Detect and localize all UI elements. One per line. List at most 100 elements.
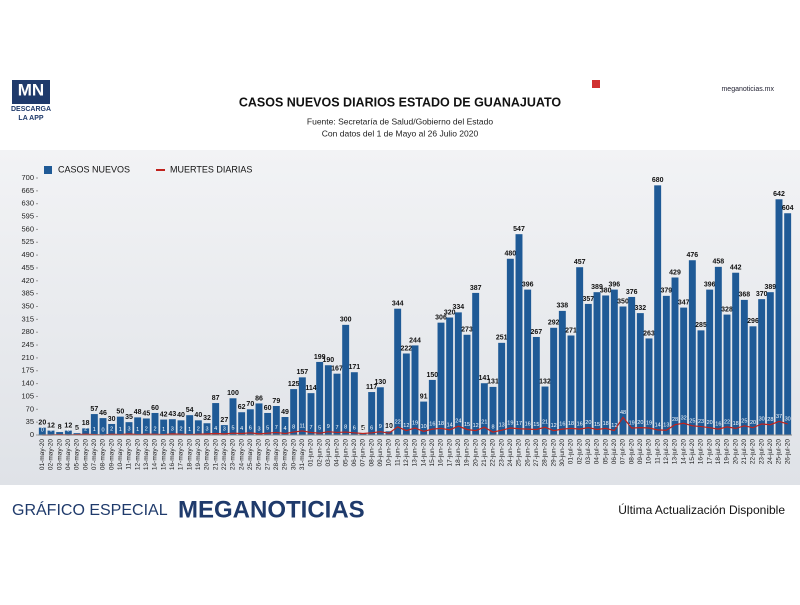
bar-label: 344 — [392, 301, 404, 308]
bar-label: 642 — [773, 191, 785, 198]
bar — [619, 306, 627, 435]
bar-label: 130 — [374, 379, 386, 386]
x-tick-label: 23-jul-20 — [758, 439, 765, 465]
x-tick-label: 08-may-20 — [100, 439, 107, 470]
x-tick-label: 20-jun-20 — [472, 439, 479, 467]
bar-label: 271 — [565, 327, 577, 334]
bar-label: 167 — [331, 366, 343, 373]
line-label: 4 — [214, 426, 217, 432]
bar — [498, 342, 506, 435]
bar — [662, 295, 670, 435]
line-label: 13 — [663, 423, 669, 429]
x-tick-label: 26-jul-20 — [784, 439, 791, 465]
x-tick-label: 05-jul-20 — [602, 439, 609, 465]
bar — [64, 430, 72, 435]
bar — [775, 199, 783, 435]
x-tick-label: 11-jul-20 — [654, 439, 661, 464]
x-tick-label: 07-jul-20 — [620, 439, 627, 465]
x-tick-label: 16-jul-20 — [698, 439, 705, 465]
bar-label: 157 — [296, 369, 308, 376]
x-tick-label: 10-jul-20 — [646, 439, 653, 465]
bar — [645, 338, 653, 435]
line-label: 24 — [455, 419, 461, 425]
bar — [125, 422, 133, 435]
bar — [463, 334, 471, 435]
bar-label: 141 — [478, 375, 490, 382]
bar — [229, 398, 237, 435]
line-label: 6 — [249, 425, 252, 431]
x-tick-label: 07-may-20 — [91, 439, 98, 470]
bar-label: 43 — [168, 411, 176, 418]
bar-label: 8 — [58, 424, 62, 431]
x-tick-label: 12-jun-20 — [403, 439, 410, 467]
x-tick-label: 03-jul-20 — [585, 439, 592, 465]
bar-label: 680 — [652, 177, 664, 184]
y-tick-label: 700 — [21, 173, 34, 182]
y-tick-label: 245 — [21, 340, 34, 349]
bar — [333, 373, 341, 435]
bar-label: 57 — [90, 406, 98, 413]
line-label: 14 — [447, 422, 453, 428]
bar-label: 368 — [738, 292, 750, 299]
bar-label: 429 — [669, 269, 681, 276]
legend-swatch — [44, 166, 52, 174]
bar-label: 54 — [186, 407, 194, 414]
line-label: 25 — [741, 418, 747, 424]
bar — [766, 292, 774, 435]
line-label: 7 — [275, 425, 278, 431]
x-tick-label: 27-jun-20 — [533, 439, 540, 467]
x-tick-label: 22-jun-20 — [490, 439, 497, 467]
line-label: 0 — [101, 427, 104, 433]
bar — [194, 420, 202, 435]
line-label: 2 — [84, 427, 87, 433]
x-tick-label: 24-may-20 — [238, 439, 245, 470]
footer-left: GRÁFICO ESPECIAL — [12, 500, 168, 519]
bar-label: 46 — [99, 410, 107, 417]
bar-label: 30 — [108, 416, 116, 423]
y-tick-label: 140 — [21, 379, 34, 388]
bar — [168, 419, 176, 435]
line-label: 16 — [429, 422, 435, 428]
line-label: 1 — [162, 427, 165, 433]
x-tick-label: 17-jul-20 — [706, 439, 713, 465]
x-tick-label: 31-may-20 — [299, 439, 306, 470]
line-label: 12 — [551, 423, 557, 429]
bar — [220, 425, 228, 435]
bar — [142, 418, 150, 435]
bar — [706, 289, 714, 435]
bar — [376, 387, 384, 435]
bar-label: 150 — [426, 372, 438, 379]
bar — [203, 423, 211, 435]
bar — [238, 412, 246, 435]
x-tick-label: 14-may-20 — [152, 439, 159, 470]
line-label: 30 — [785, 416, 791, 422]
x-tick-label: 26-jun-20 — [524, 439, 531, 467]
bar — [186, 415, 194, 435]
logo-app: LA APP — [18, 115, 43, 122]
x-tick-label: 23-may-20 — [230, 439, 237, 470]
line-label: 37 — [776, 414, 782, 420]
line-label: 5 — [231, 426, 234, 432]
y-tick-label: 210 — [21, 353, 34, 362]
bar — [506, 258, 514, 435]
bar-label: 350 — [617, 298, 629, 305]
bar-label: 380 — [600, 287, 612, 294]
bar — [784, 213, 792, 435]
bar — [584, 303, 592, 435]
line-label: 8 — [292, 425, 295, 431]
line-label: 0 — [49, 427, 52, 433]
x-tick-label: 02-jul-20 — [576, 439, 583, 465]
line-label: 3 — [223, 426, 226, 432]
line-label: 12 — [611, 423, 617, 429]
x-tick-label: 19-may-20 — [195, 439, 202, 470]
line-label: 3 — [205, 426, 208, 432]
x-tick-label: 09-may-20 — [108, 439, 115, 470]
bar — [151, 412, 159, 435]
line-label: 0 — [41, 427, 44, 433]
x-tick-label: 17-jun-20 — [446, 439, 453, 467]
x-tick-label: 18-may-20 — [186, 439, 193, 470]
bar-label: 376 — [626, 289, 638, 296]
line — [42, 416, 788, 436]
bar-label: 442 — [730, 265, 742, 272]
bar — [758, 299, 766, 435]
